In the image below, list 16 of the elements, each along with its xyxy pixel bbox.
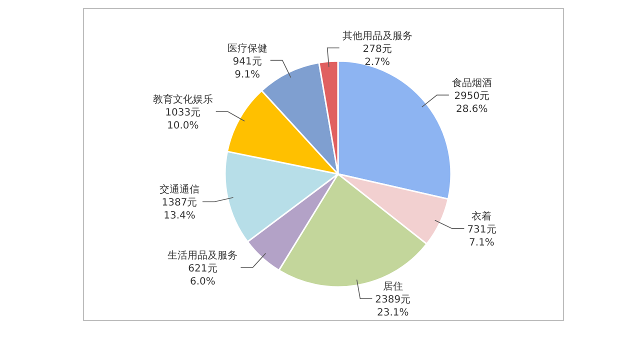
data-label: 1033元 10.0% <box>165 108 201 132</box>
data-label: 621元 6.0% <box>188 264 218 288</box>
slice-label: 生活用品及服务 <box>168 250 238 262</box>
slice-label: 交通通信 <box>160 184 200 196</box>
data-label: 731元 7.1% <box>467 224 496 249</box>
data-label: 941元 9.1% <box>232 56 262 80</box>
data-label: 2389元 23.1% <box>375 294 411 319</box>
data-label: 1387元 13.4% <box>162 198 198 222</box>
data-label: 2950元 28.6% <box>454 91 490 116</box>
slice-label: 居住 <box>382 282 403 293</box>
slice-label: 其他用品及服务 <box>342 30 412 42</box>
data-label: 278元 2.7% <box>362 44 392 68</box>
slice-label: 衣着 <box>472 210 492 223</box>
slice-label: 教育文化娱乐 <box>152 94 213 106</box>
slice-label: 医疗保健 <box>227 42 268 54</box>
slice-label: 食品烟酒 <box>452 77 492 90</box>
